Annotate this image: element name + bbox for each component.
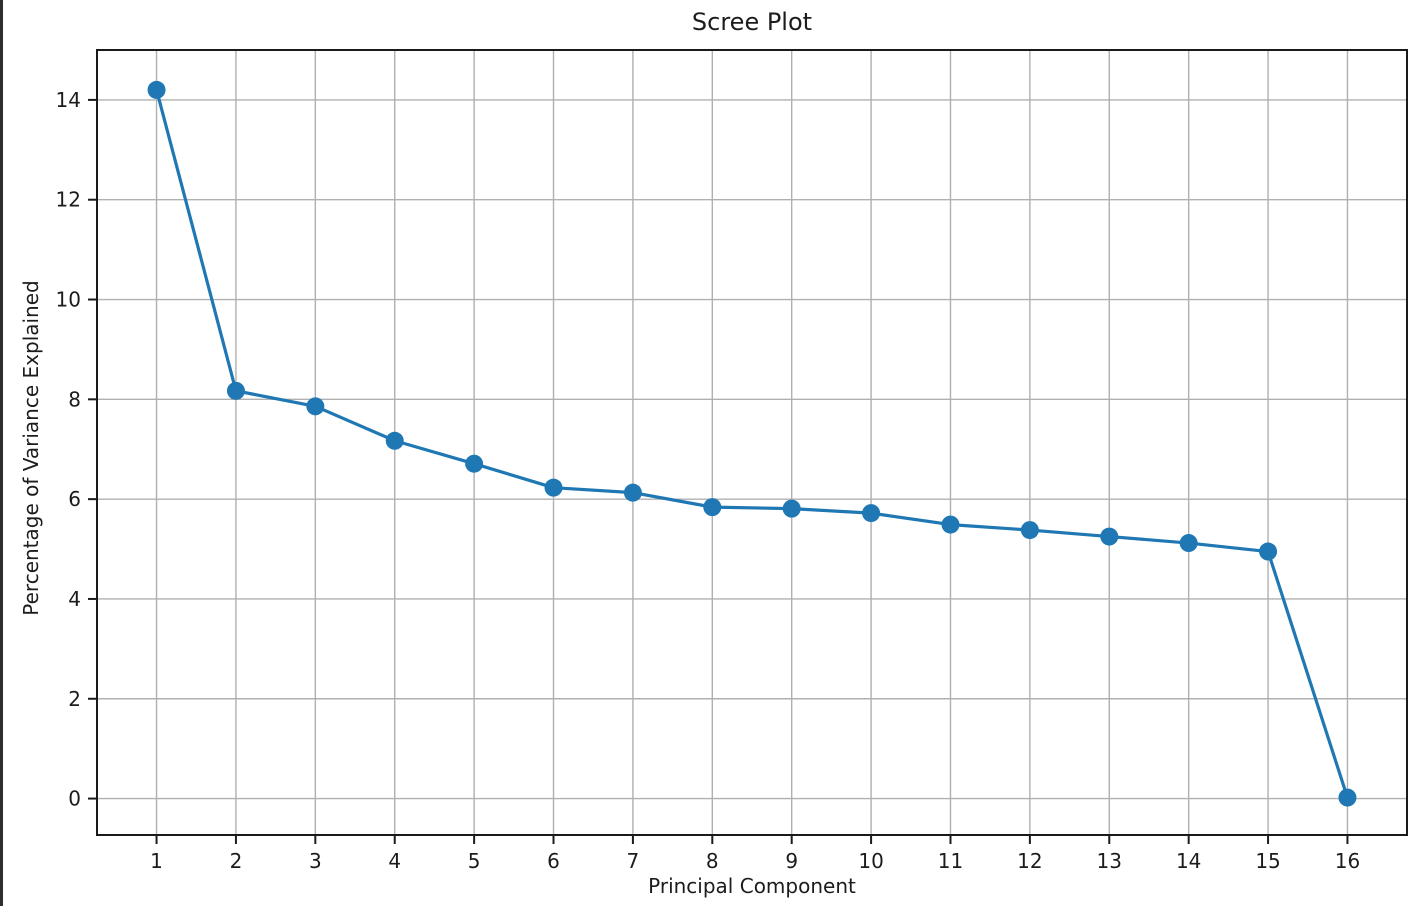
data-point-pc7 (623, 483, 642, 502)
data-point-pc10 (862, 504, 881, 523)
data-point-pc14 (1179, 534, 1198, 553)
y-tick-label: 12 (56, 188, 81, 212)
data-points (147, 80, 1357, 807)
data-point-pc16 (1338, 788, 1357, 807)
x-tick-label: 8 (706, 849, 719, 873)
x-tick-label: 9 (785, 849, 798, 873)
data-point-pc11 (941, 515, 960, 534)
data-point-pc2 (226, 381, 245, 400)
data-point-pc1 (147, 80, 166, 99)
grid-lines (97, 50, 1407, 835)
data-point-pc4 (385, 431, 404, 450)
x-tick-label: 11 (938, 849, 963, 873)
x-tick-label: 3 (309, 849, 322, 873)
y-tick-label: 0 (68, 787, 81, 811)
x-tick-label: 15 (1255, 849, 1280, 873)
y-axis-label: Percentage of Variance Explained (19, 280, 43, 616)
y-tick-label: 4 (68, 587, 81, 611)
x-tick-label: 7 (627, 849, 640, 873)
x-tick-label: 5 (468, 849, 481, 873)
chart-title: Scree Plot (691, 8, 813, 36)
y-tick-label: 10 (56, 288, 81, 312)
x-tick-label: 16 (1335, 849, 1360, 873)
x-tick-label: 10 (858, 849, 883, 873)
x-tick-label: 13 (1097, 849, 1122, 873)
data-point-pc6 (544, 478, 563, 497)
x-tick-label: 1 (150, 849, 163, 873)
y-tick-label: 6 (68, 487, 81, 511)
data-point-pc3 (306, 397, 325, 416)
data-point-pc12 (1020, 521, 1039, 540)
x-axis-label: Principal Component (648, 874, 856, 898)
x-tick-label: 4 (388, 849, 401, 873)
data-point-pc15 (1259, 542, 1278, 561)
window-left-border (0, 0, 3, 906)
data-point-pc13 (1100, 527, 1119, 546)
x-tick-label: 6 (547, 849, 560, 873)
data-point-pc5 (465, 454, 484, 473)
data-point-pc8 (703, 498, 722, 517)
x-tick-label: 2 (230, 849, 243, 873)
y-tick-label: 14 (56, 88, 81, 112)
data-point-pc9 (782, 499, 801, 518)
x-tick-label: 12 (1017, 849, 1042, 873)
y-tick-label: 8 (68, 387, 81, 411)
y-tick-label: 2 (68, 687, 81, 711)
variance-line (154, 88, 1350, 800)
plot-frame (96, 49, 1408, 836)
x-tick-label: 14 (1176, 849, 1201, 873)
